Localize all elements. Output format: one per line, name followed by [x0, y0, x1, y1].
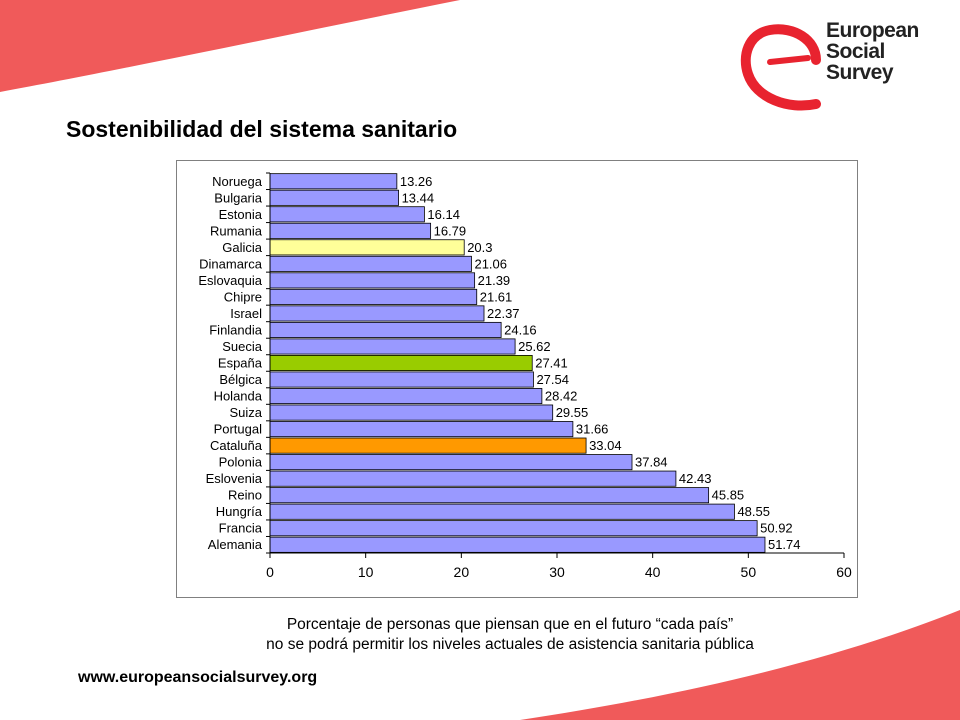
- value-label: 45.85: [712, 488, 745, 503]
- value-label: 33.04: [589, 438, 622, 453]
- bar-alemania: [269, 536, 766, 553]
- category-label: España: [218, 356, 263, 371]
- category-label: Hungría: [216, 504, 263, 519]
- value-label: 31.66: [576, 422, 609, 437]
- category-label: Rumania: [210, 223, 263, 238]
- value-label: 21.06: [474, 256, 507, 271]
- value-label: 37.84: [635, 455, 668, 470]
- category-label: Reino: [228, 488, 262, 503]
- x-tick-label: 20: [454, 564, 470, 580]
- category-label: Eslovenia: [206, 471, 263, 486]
- value-label: 16.79: [434, 223, 467, 238]
- ess-logo-icon: [740, 24, 821, 111]
- bar-holanda: [269, 388, 543, 405]
- value-label: 22.37: [487, 306, 520, 321]
- category-label: Bélgica: [219, 372, 262, 387]
- value-label: 48.55: [737, 504, 770, 519]
- value-label: 24.16: [504, 322, 537, 337]
- value-label: 21.39: [478, 273, 511, 288]
- category-label: Noruega: [212, 174, 263, 189]
- website-url: www.europeansocialsurvey.org: [78, 669, 318, 686]
- category-label: Holanda: [214, 389, 263, 404]
- bar-dinamarca: [269, 255, 472, 272]
- bar-rumania: [269, 222, 432, 239]
- value-label: 16.14: [427, 207, 460, 222]
- bar-portugal: [269, 421, 574, 438]
- category-label: Estonia: [219, 207, 263, 222]
- category-label: Francia: [219, 521, 263, 536]
- category-label: Alemania: [208, 537, 263, 552]
- logo-line-2: Social: [826, 40, 885, 63]
- value-label: 50.92: [760, 521, 793, 536]
- value-label: 27.54: [536, 372, 569, 387]
- category-label: Galicia: [222, 240, 263, 255]
- ess-logo-text: European Social Survey: [826, 20, 919, 83]
- bar-suecia: [269, 338, 516, 355]
- category-label: Chipre: [224, 289, 262, 304]
- caption-line-2: no se podrá permitir los niveles actuale…: [266, 636, 754, 653]
- category-label: Bulgaria: [214, 190, 262, 205]
- bar-francia: [269, 520, 758, 537]
- bar-noruega: [269, 173, 398, 190]
- bar-polonia: [269, 454, 633, 471]
- category-label: Suiza: [229, 405, 262, 420]
- value-label: 29.55: [556, 405, 589, 420]
- bar-bélgica: [269, 371, 534, 388]
- bar-galicia: [269, 239, 465, 256]
- bar-eslovenia: [269, 470, 677, 487]
- value-label: 42.43: [679, 471, 712, 486]
- top-red-swoosh: [0, 0, 460, 92]
- category-label: Israel: [230, 306, 262, 321]
- page-title: Sostenibilidad del sistema sanitario: [66, 116, 458, 142]
- value-label: 27.41: [535, 356, 568, 371]
- category-label: Polonia: [219, 455, 263, 470]
- bar-chipre: [269, 288, 478, 305]
- bar-estonia: [269, 206, 425, 223]
- value-label: 28.42: [545, 389, 578, 404]
- value-label: 25.62: [518, 339, 551, 354]
- value-label: 13.26: [400, 174, 433, 189]
- value-label: 13.44: [402, 190, 435, 205]
- x-tick-label: 10: [358, 564, 374, 580]
- logo-line-1: European: [826, 19, 919, 42]
- bar-reino: [269, 487, 710, 504]
- x-tick-label: 40: [645, 564, 661, 580]
- x-tick-label: 50: [741, 564, 757, 580]
- bar-bulgaria: [269, 189, 399, 206]
- caption-line-1: Porcentaje de personas que piensan que e…: [286, 616, 734, 633]
- value-label: 20.3: [467, 240, 492, 255]
- value-label: 51.74: [768, 537, 801, 552]
- x-tick-label: 30: [549, 564, 565, 580]
- x-tick-label: 0: [266, 564, 274, 580]
- bar-eslovaquia: [269, 272, 476, 289]
- category-label: Cataluña: [210, 438, 263, 453]
- bar-finlandia: [269, 321, 502, 338]
- x-tick-label: 60: [836, 564, 852, 580]
- bar-cataluña: [269, 437, 587, 454]
- bar-españa: [269, 354, 533, 371]
- category-label: Eslovaquia: [198, 273, 262, 288]
- category-label: Portugal: [214, 422, 263, 437]
- category-label: Suecia: [222, 339, 263, 354]
- category-label: Finlandia: [209, 322, 263, 337]
- bar-israel: [269, 305, 485, 322]
- value-label: 21.61: [480, 289, 513, 304]
- bar-suiza: [269, 404, 554, 421]
- bar-hungría: [269, 503, 735, 520]
- bottom-right-red-swoosh: [520, 610, 960, 720]
- logo-line-3: Survey: [826, 61, 894, 84]
- category-label: Dinamarca: [199, 256, 263, 271]
- chart-caption: Porcentaje de personas que piensan que e…: [160, 615, 860, 655]
